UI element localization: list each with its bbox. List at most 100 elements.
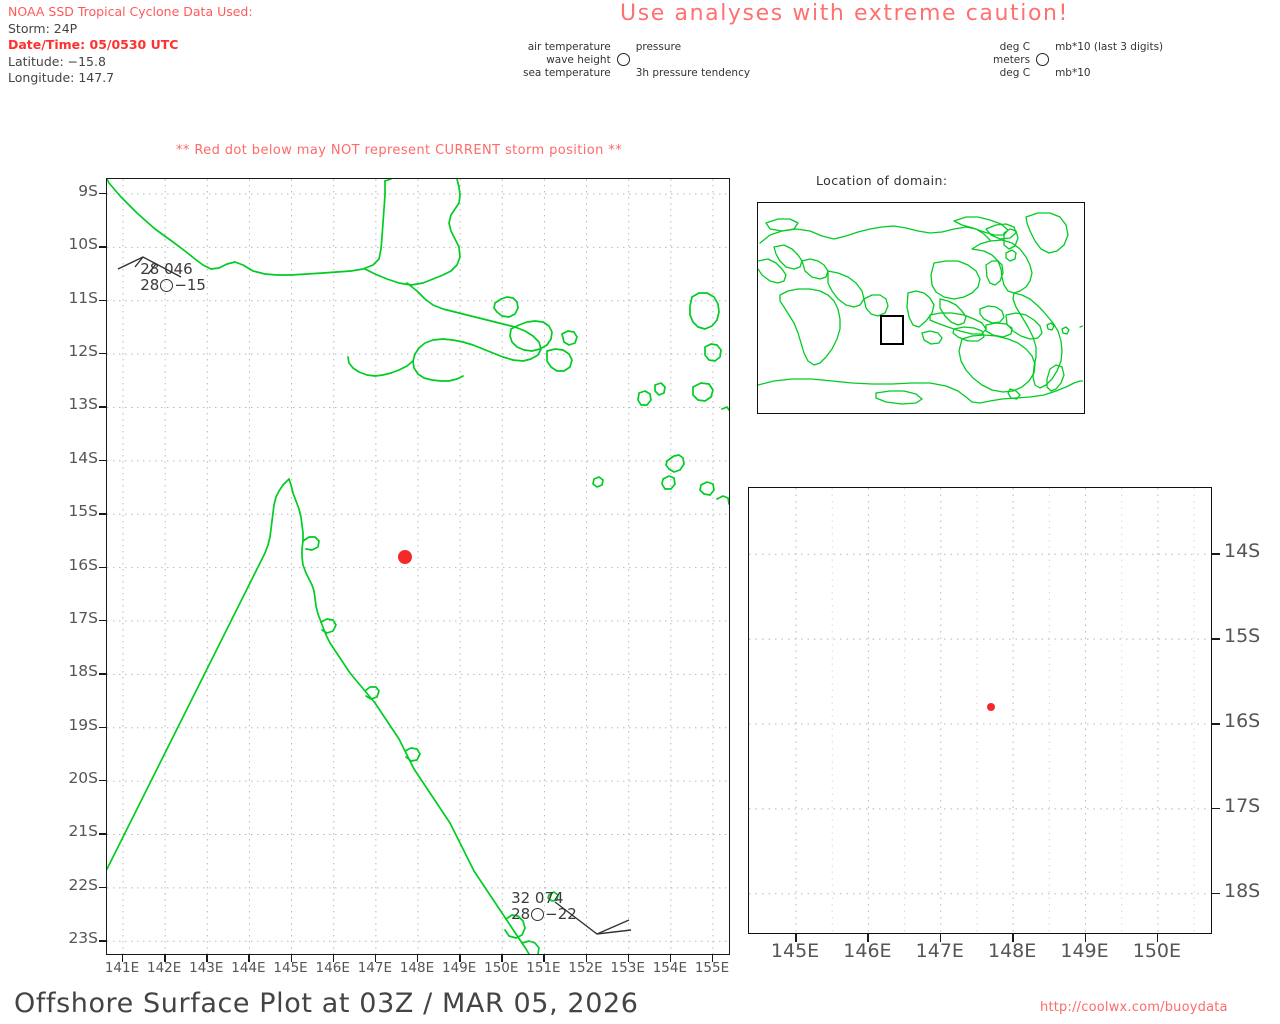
main-map-ytick-mark <box>99 780 106 782</box>
wind-barb-barb-northwest-2 <box>117 255 182 278</box>
domain-inset-caption: Location of domain: <box>816 173 948 188</box>
legend-wave-units: meters <box>993 54 1031 66</box>
zoom-map-ytick-mark <box>1212 638 1220 640</box>
main-map-ytick-mark <box>99 886 106 889</box>
zoom-map-xtick-mark <box>1084 934 1087 942</box>
zoom-map-xtick-mark <box>795 934 797 942</box>
station-sea-temperature: 28 <box>140 275 160 294</box>
main-map-ytick-mark <box>99 833 106 835</box>
main-map-xtick-mark <box>332 955 335 962</box>
legend-wave-height: wave height <box>546 54 611 66</box>
main-map-ytick-16S: 16S <box>68 555 98 574</box>
main-map-ytick-mark <box>99 459 106 462</box>
legend-units: deg C mb*10 (last 3 digits) meters deg C… <box>990 41 1166 80</box>
source-url[interactable]: http://coolwx.com/buoydata <box>1040 1000 1228 1015</box>
main-map-overlay: 28 046 28 −15 32 074 28 −22 <box>107 179 729 954</box>
zoom-map-ytick-mark <box>1212 553 1220 555</box>
station-pressure: 046 <box>159 259 193 278</box>
zoom-map-xtick-148E: 148E <box>988 940 1037 962</box>
main-map-xtick-144E: 144E <box>231 960 266 976</box>
station-pressure-tendency: −22 <box>545 905 577 924</box>
open-circle-station-icon <box>160 278 174 292</box>
legend-pressure: pressure <box>635 41 682 53</box>
main-map-xtick-mark <box>417 955 419 962</box>
caution-banner: Use analyses with extreme caution! <box>620 1 1069 26</box>
main-map-ytick-mark <box>99 513 106 515</box>
main-map-ytick-20S: 20S <box>68 769 98 788</box>
main-map-xtick-152E: 152E <box>568 960 603 976</box>
world-location-map[interactable] <box>757 202 1085 414</box>
main-map-xtick-142E: 142E <box>146 960 182 976</box>
zoom-map-ytick-14S: 14S <box>1224 540 1261 563</box>
main-map-xtick-146E: 146E <box>315 960 350 976</box>
legend-pressure-units: mb*10 (last 3 digits) <box>1055 41 1164 53</box>
storm-position-marker <box>987 703 996 712</box>
main-map-ytick-15S: 15S <box>68 502 98 521</box>
legend-pressure-tendency: 3h pressure tendency <box>635 67 751 79</box>
main-map-ytick-17S: 17S <box>68 608 98 627</box>
main-map-xtick-mark <box>669 955 672 962</box>
station-plot-south: 32 074 28 −22 <box>511 890 577 922</box>
zoom-map-panel[interactable] <box>748 487 1212 934</box>
main-map-xtick-mark <box>585 955 587 962</box>
header-info-block: NOAA SSD Tropical Cyclone Data Used: Sto… <box>8 4 253 87</box>
legend-sea-temperature: sea temperature <box>523 67 611 79</box>
storm-position-marker <box>398 549 413 564</box>
main-map-xtick-153E: 153E <box>610 960 645 976</box>
main-map-xtick-150E: 150E <box>484 960 519 976</box>
red-dot-warning: ** Red dot below may NOT represent CURRE… <box>176 143 623 158</box>
main-map-panel[interactable]: 28 046 28 −15 32 074 28 −22 <box>106 178 730 955</box>
zoom-map-ytick-18S: 18S <box>1224 879 1261 902</box>
main-map-ytick-mark <box>99 353 106 355</box>
station-plot-north: 28 046 28 −15 <box>140 261 206 293</box>
main-map-xtick-mark <box>122 955 124 962</box>
plot-title: Offshore Surface Plot at 03Z / MAR 05, 2… <box>14 988 639 1019</box>
zoom-map-xtick-mark <box>867 934 869 942</box>
zoom-map-xtick-150E: 150E <box>1132 940 1182 962</box>
main-map-ytick-19S: 19S <box>68 715 98 734</box>
zoom-map-xtick-145E: 145E <box>770 940 820 962</box>
main-map-xtick-mark <box>248 955 250 962</box>
open-circle-station-icon <box>1036 52 1050 66</box>
zoom-map-xtick-mark <box>939 934 942 942</box>
main-map-ytick-9S: 9S <box>78 181 98 200</box>
main-map-ytick-23S: 23S <box>68 929 98 948</box>
main-map-xtick-mark <box>543 955 545 962</box>
main-map-xtick-mark <box>206 955 208 962</box>
zoom-map-xtick-mark <box>1012 934 1014 942</box>
main-map-ytick-14S: 14S <box>68 448 98 467</box>
main-map-xtick-154E: 154E <box>652 960 687 976</box>
main-map-coastline <box>107 179 729 954</box>
main-map-xtick-mark <box>290 955 292 962</box>
legend-parameter-names: air temperature pressure wave height sea… <box>520 41 753 80</box>
main-map-ytick-18S: 18S <box>68 662 98 681</box>
zoom-map-ytick-17S: 17S <box>1224 794 1261 817</box>
station-pressure-tendency: −15 <box>174 275 206 294</box>
zoom-map-xtick-146E: 146E <box>843 940 892 962</box>
station-pressure: 074 <box>530 889 564 908</box>
header-storm-id: Storm: 24P <box>8 20 78 36</box>
domain-extent-box <box>880 315 904 345</box>
legend-tendency-units: mb*10 <box>1055 67 1091 79</box>
main-map-xtick-mark <box>711 955 714 962</box>
header-source-line: NOAA SSD Tropical Cyclone Data Used: <box>8 4 253 19</box>
legend-air-units: deg C <box>999 41 1031 53</box>
main-map-xtick-143E: 143E <box>189 960 224 976</box>
main-map-xtick-148E: 148E <box>399 960 435 976</box>
open-circle-station-icon <box>531 908 545 922</box>
main-map-ytick-mark <box>99 940 106 942</box>
main-map-xtick-mark <box>374 955 377 962</box>
main-map-ytick-13S: 13S <box>68 395 98 414</box>
legend-air-temperature: air temperature <box>527 41 611 53</box>
main-map-xtick-mark <box>501 955 503 962</box>
main-map-ytick-10S: 10S <box>68 235 98 254</box>
header-longitude: Longitude: 147.7 <box>8 70 115 85</box>
main-map-xtick-145E: 145E <box>273 960 308 976</box>
header-datetime: Date/Time: 05/0530 UTC <box>8 37 179 52</box>
main-map-ytick-mark <box>99 726 106 729</box>
zoom-map-ytick-mark <box>1212 807 1220 810</box>
zoom-map-ytick-16S: 16S <box>1224 710 1261 732</box>
zoom-map-ytick-mark <box>1212 892 1220 895</box>
main-map-xtick-mark <box>164 955 166 962</box>
main-map-xtick-147E: 147E <box>357 960 392 976</box>
